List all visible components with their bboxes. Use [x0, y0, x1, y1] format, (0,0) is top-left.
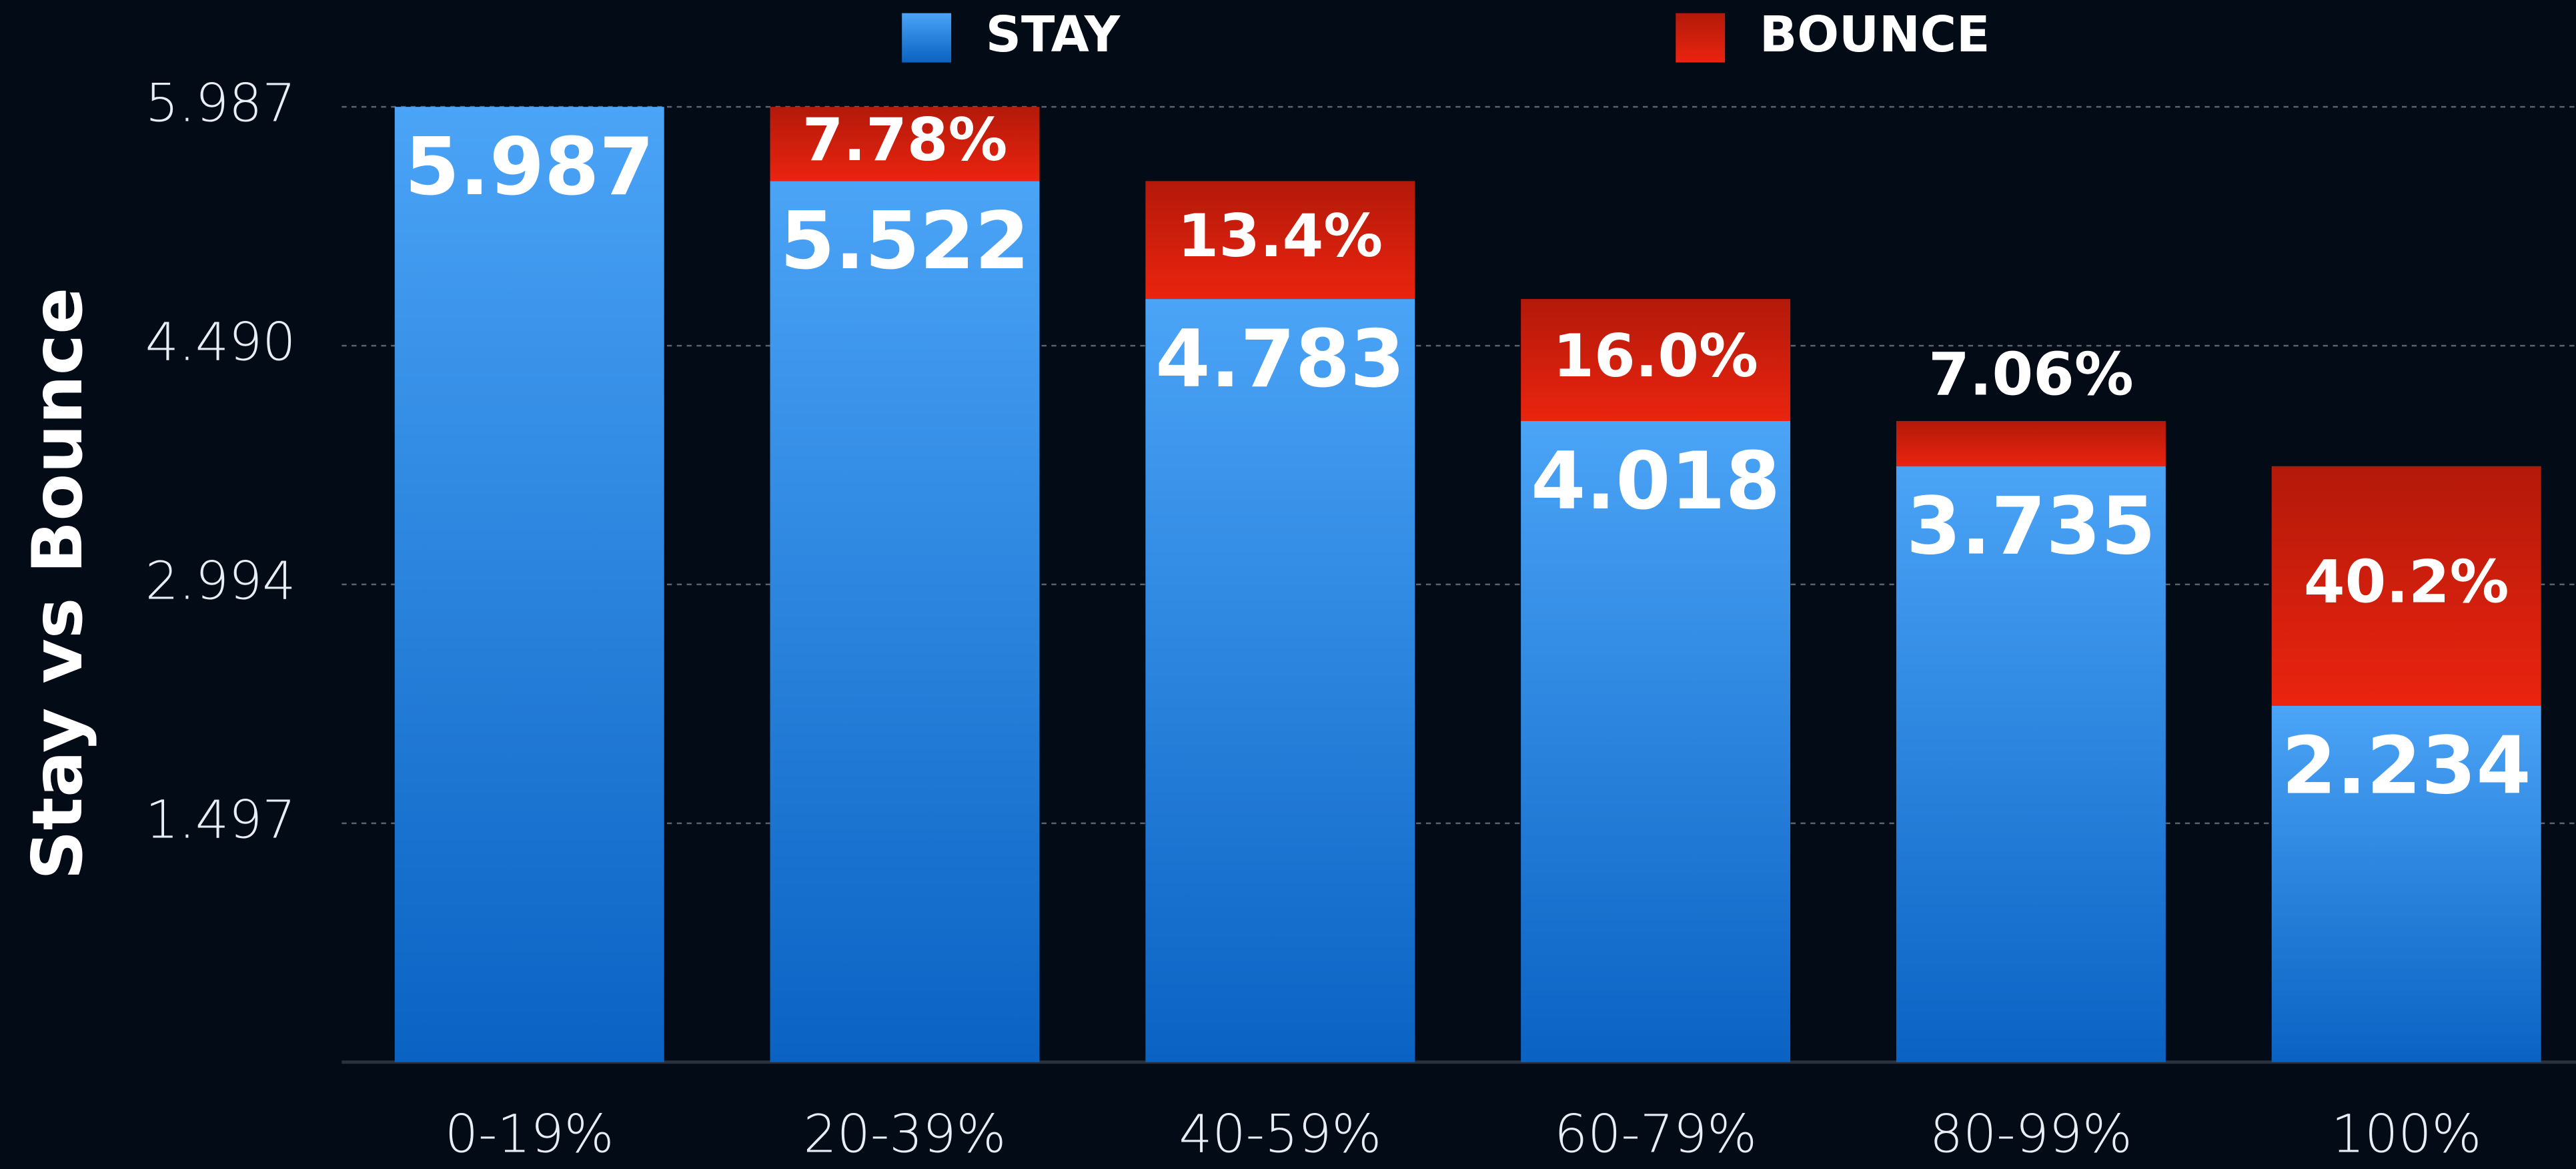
x-tick-label: 80-99%: [1930, 1104, 2132, 1165]
x-tick-label: 100%: [2331, 1104, 2481, 1165]
legend-label: STAY: [986, 6, 1121, 63]
bounce-rate-label: 7.78%: [802, 105, 1008, 174]
x-tick-label: 20-39%: [804, 1104, 1007, 1165]
bounce-rate-label: 16.0%: [1553, 322, 1758, 390]
bounce-bar: [1896, 421, 2166, 466]
bounce-bar: [1145, 181, 1415, 300]
x-tick-label: 60-79%: [1554, 1104, 1757, 1165]
x-tick-label: 0-19%: [445, 1104, 614, 1165]
stay-bar: [1145, 299, 1415, 1062]
y-axis-label: Stay vs Bounce: [18, 288, 98, 880]
legend-swatch: [902, 13, 952, 63]
bounce-bar: [2271, 466, 2541, 706]
stay-value-label: 3.735: [1906, 480, 2156, 572]
y-tick-label: 5.987: [145, 73, 296, 134]
stay-value-label: 4.018: [1531, 435, 1780, 527]
stay-bar: [394, 107, 664, 1062]
legend-label: BOUNCE: [1760, 6, 1990, 63]
bounce-rate-label: 40.2%: [2304, 548, 2509, 617]
stay-value-label: 4.783: [1155, 313, 1405, 405]
y-tick-label: 4.490: [145, 312, 296, 373]
y-tick-label: 1.497: [145, 789, 296, 850]
stay-value-label: 5.522: [780, 195, 1030, 287]
stay-bar: [1521, 421, 1791, 1062]
bounce-rate-label: 7.06%: [1928, 340, 2134, 408]
y-tick-label: 2.994: [145, 550, 296, 611]
stay-value-label: 5.987: [405, 121, 654, 213]
bounce-bar: [1521, 299, 1791, 422]
bounce-bar: [770, 107, 1040, 181]
legend-swatch: [1676, 13, 1726, 63]
x-tick-label: 40-59%: [1179, 1104, 1381, 1165]
stay-bar: [1896, 466, 2166, 1062]
stay-bar: [770, 181, 1040, 1062]
stay-value-label: 2.234: [2282, 719, 2531, 811]
stay-bar: [2271, 705, 2541, 1062]
bounce-rate-label: 13.4%: [1178, 202, 1383, 270]
